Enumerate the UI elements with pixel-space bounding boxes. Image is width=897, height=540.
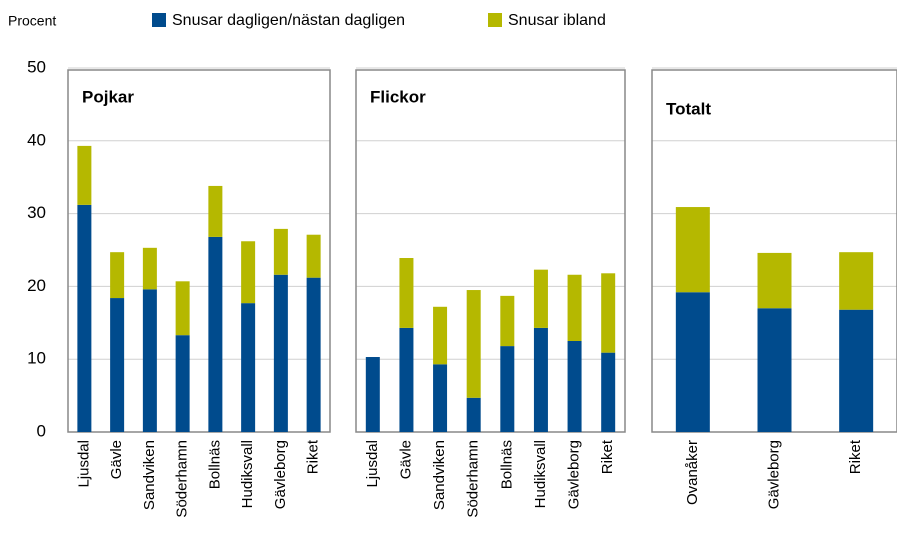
bar-segment	[839, 309, 874, 432]
y-tick-label: 30	[27, 203, 46, 222]
legend-label: Snusar dagligen/nästan dagligen	[172, 12, 405, 29]
panel-frame	[67, 69, 331, 433]
x-tick-label: Riket	[599, 439, 616, 474]
x-tick-label: Ljusdal	[75, 440, 92, 488]
panel-frame	[355, 69, 626, 433]
legend-swatch	[152, 13, 166, 27]
x-tick-label: Söderhamn	[174, 440, 191, 518]
x-tick-label: Söderhamn	[465, 440, 482, 518]
legend-swatch	[488, 13, 502, 27]
y-axis-label: Procent	[8, 13, 56, 29]
bar-segment	[433, 306, 448, 365]
y-tick-label: 10	[27, 349, 46, 368]
x-tick-label: Gävleborg	[566, 440, 583, 509]
panel-title: Totalt	[666, 99, 711, 118]
x-tick-label: Hudiksvall	[239, 440, 256, 508]
x-tick-label: Bollnäs	[206, 440, 223, 489]
bar-segment	[110, 252, 125, 299]
bar-segment	[175, 335, 190, 432]
x-tick-label: Ljusdal	[364, 440, 381, 488]
bar-segment	[241, 303, 256, 432]
x-tick-label: Sandviken	[431, 440, 448, 510]
bar-segment	[142, 289, 157, 432]
bar-segment	[399, 327, 414, 432]
bar-segment	[142, 247, 157, 290]
bar-segment	[500, 295, 515, 347]
legend-label: Snusar ibland	[508, 12, 606, 29]
bar-segment	[273, 274, 288, 432]
bar-segment	[466, 397, 481, 432]
x-tick-label: Gävleborg	[272, 440, 289, 509]
y-tick-label: 0	[37, 421, 46, 440]
bar-segment	[839, 252, 874, 310]
y-tick-label: 50	[27, 57, 46, 76]
bar-segment	[466, 290, 481, 398]
bar-segment	[675, 292, 710, 432]
bar-segment	[306, 234, 321, 278]
bar-segment	[500, 346, 515, 432]
bar-segment	[77, 145, 92, 205]
bar-segment	[601, 273, 616, 353]
bar-segment	[533, 269, 548, 328]
bar-segment	[533, 327, 548, 432]
x-tick-label: Sandviken	[141, 440, 158, 510]
bar-segment	[208, 236, 223, 432]
x-tick-label: Gävle	[397, 440, 414, 479]
x-tick-label: Bollnäs	[498, 440, 515, 489]
bar-segment	[567, 274, 582, 341]
bar-segment	[757, 308, 792, 432]
x-tick-label: Riket	[305, 439, 322, 474]
x-tick-label: Hudiksvall	[532, 440, 549, 508]
y-tick-label: 20	[27, 276, 46, 295]
x-tick-label: Gävle	[108, 440, 125, 479]
bar-segment	[399, 258, 414, 328]
x-tick-label: Ovanåker	[684, 440, 701, 505]
panel-title: Flickor	[370, 87, 426, 106]
bar-segment	[433, 364, 448, 432]
bar-segment	[175, 281, 190, 336]
bar-segment	[273, 228, 288, 275]
bar-segment	[208, 185, 223, 237]
y-tick-label: 40	[27, 130, 46, 149]
bar-segment	[77, 204, 92, 432]
bar-segment	[306, 277, 321, 432]
bar-segment	[601, 352, 616, 432]
x-tick-label: Gävleborg	[765, 440, 782, 509]
bar-segment	[675, 207, 710, 293]
bar-segment	[757, 252, 792, 309]
bar-segment	[110, 298, 125, 432]
panel-title: Pojkar	[82, 87, 134, 106]
x-tick-label: Riket	[847, 439, 864, 474]
bar-segment	[241, 241, 256, 304]
bar-segment	[365, 357, 380, 432]
bar-segment	[567, 341, 582, 432]
